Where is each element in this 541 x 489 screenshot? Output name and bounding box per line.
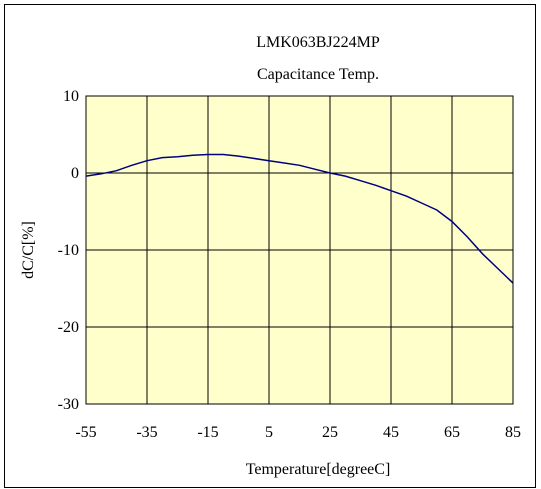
series-line (85, 153, 514, 284)
chart-title: LMK063BJ224MP (256, 34, 380, 51)
x-tick-label: 65 (444, 424, 460, 441)
x-tick-labels: -55 -35 -15 5 25 45 65 85 (75, 424, 521, 441)
y-tick-label: 0 (71, 165, 79, 182)
y-tick-label: -20 (58, 319, 79, 336)
x-tick-label: -55 (75, 424, 96, 441)
grid-lines (85, 95, 514, 405)
chart-subtitle: Capacitance Temp. (257, 66, 379, 83)
plot-border (85, 95, 514, 405)
x-axis-label: Temperature[degreeC] (246, 461, 391, 478)
x-tick-label: 5 (265, 424, 273, 441)
x-tick-label: 25 (322, 424, 338, 441)
x-tick-label: -35 (136, 424, 157, 441)
x-tick-label: 45 (383, 424, 399, 441)
y-tick-label: 10 (63, 88, 79, 105)
y-tick-labels: 10 0 -10 -20 -30 (58, 88, 79, 413)
x-tick-label: 85 (505, 424, 521, 441)
y-axis-label: dC/C[%] (20, 221, 37, 279)
x-tick-label: -15 (197, 424, 218, 441)
y-tick-label: -10 (58, 242, 79, 259)
y-tick-label: -30 (58, 396, 79, 413)
